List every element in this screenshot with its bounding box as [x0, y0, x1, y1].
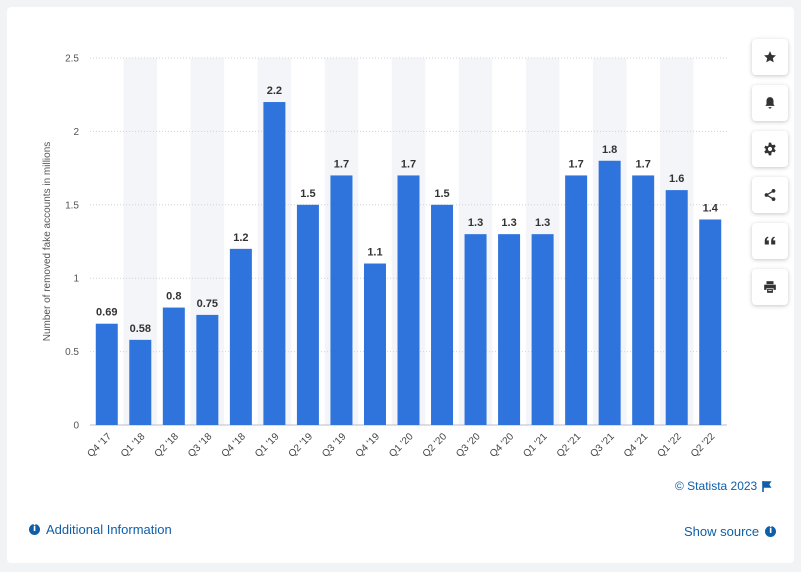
data-label: 1.2 [233, 232, 248, 244]
data-label: 0.8 [166, 291, 181, 303]
additional-information-label: Additional Information [46, 522, 172, 537]
data-label: 2.2 [267, 85, 282, 97]
bar [196, 314, 219, 425]
bar [330, 175, 353, 425]
x-tick-label: Q4 '19 [354, 431, 383, 460]
print-icon [764, 281, 776, 293]
print-button[interactable] [752, 269, 788, 305]
bar [95, 323, 118, 425]
y-tick-label: 2.5 [65, 54, 79, 65]
x-tick-label: Q2 '22 [689, 431, 718, 460]
data-label: 1.3 [535, 217, 550, 229]
x-tick-label: Q4 '21 [622, 431, 651, 460]
x-tick-label: Q1 '22 [655, 431, 684, 460]
data-label: 1.7 [636, 158, 651, 170]
show-source-label: Show source [684, 524, 760, 539]
favorite-button[interactable] [752, 39, 788, 75]
data-label: 1.3 [501, 217, 516, 229]
bar [498, 234, 521, 425]
x-tick-label: Q2 '19 [287, 431, 316, 460]
bar [263, 102, 286, 425]
flag-icon [762, 480, 772, 492]
bar [431, 204, 454, 425]
x-tick-label: Q3 '20 [454, 431, 483, 460]
x-tick-label: Q2 '21 [555, 431, 584, 460]
info-icon: i [29, 524, 40, 535]
share-button[interactable] [752, 177, 788, 213]
bar [229, 248, 252, 425]
settings-button[interactable] [752, 131, 788, 167]
x-tick-label: Q3 '19 [320, 431, 349, 460]
x-tick-label: Q3 '21 [588, 431, 617, 460]
y-tick-label: 0.5 [65, 347, 79, 358]
info-icon: i [765, 526, 777, 537]
y-tick-label: 1 [73, 274, 79, 285]
y-axis-title: Number of removed fake accounts in milli… [42, 142, 53, 342]
gear-icon [764, 142, 776, 156]
bar [531, 234, 554, 425]
x-tick-label: Q2 '18 [153, 431, 182, 460]
x-tick-label: Q4 '18 [220, 431, 249, 460]
chart-card: 0 0.5 1 1.5 2 2.5 Number of removed fake accou… [7, 7, 794, 563]
bar [598, 160, 621, 425]
bar-chart: 0 0.5 1 1.5 2 2.5 Number of removed fake accou… [42, 54, 727, 460]
notification-button[interactable] [752, 85, 788, 121]
data-label: 1.1 [367, 247, 382, 259]
data-label: 1.8 [602, 144, 617, 156]
bar [464, 234, 487, 425]
data-label: 1.3 [468, 217, 483, 229]
cite-button[interactable] [752, 223, 788, 259]
x-tick-label: Q1 '19 [253, 431, 282, 460]
data-label: 0.69 [96, 307, 117, 319]
bar [632, 175, 655, 425]
copyright[interactable]: © Statista 2023 [675, 479, 772, 493]
copyright-text: © Statista 2023 [675, 479, 758, 493]
y-tick-label: 0 [73, 421, 79, 432]
data-label: 1.7 [568, 158, 583, 170]
show-source-link[interactable]: Show source i [684, 524, 777, 539]
bar [129, 339, 152, 425]
bar [565, 175, 588, 425]
bar [397, 175, 420, 425]
star-icon [764, 51, 776, 63]
data-label: 1.4 [703, 202, 719, 214]
y-tick-label: 2 [73, 127, 79, 138]
data-label: 1.5 [300, 188, 315, 200]
y-tick-label: 1.5 [65, 200, 79, 211]
quote-icon [764, 236, 776, 245]
bar [699, 219, 722, 425]
data-label: 1.7 [401, 158, 416, 170]
x-tick-label: Q1 '20 [387, 431, 416, 460]
bar [363, 263, 386, 425]
x-tick-label: Q4 '17 [85, 431, 114, 460]
share-icon [764, 189, 776, 201]
data-label: 1.6 [669, 173, 684, 185]
bar [296, 204, 319, 425]
data-label: 1.5 [434, 188, 449, 200]
x-tick-label: Q4 '20 [488, 431, 517, 460]
x-tick-label: Q1 '18 [119, 431, 148, 460]
x-tick-label: Q1 '21 [521, 431, 550, 460]
additional-information-link[interactable]: i Additional Information [29, 522, 172, 537]
bar [665, 190, 688, 425]
data-label: 0.58 [130, 323, 151, 335]
x-tick-label: Q3 '18 [186, 431, 215, 460]
data-label: 0.75 [197, 298, 218, 310]
x-tick-label: Q2 '20 [421, 431, 450, 460]
data-label: 1.7 [334, 158, 349, 170]
bell-icon [765, 97, 775, 109]
bar [162, 307, 185, 425]
